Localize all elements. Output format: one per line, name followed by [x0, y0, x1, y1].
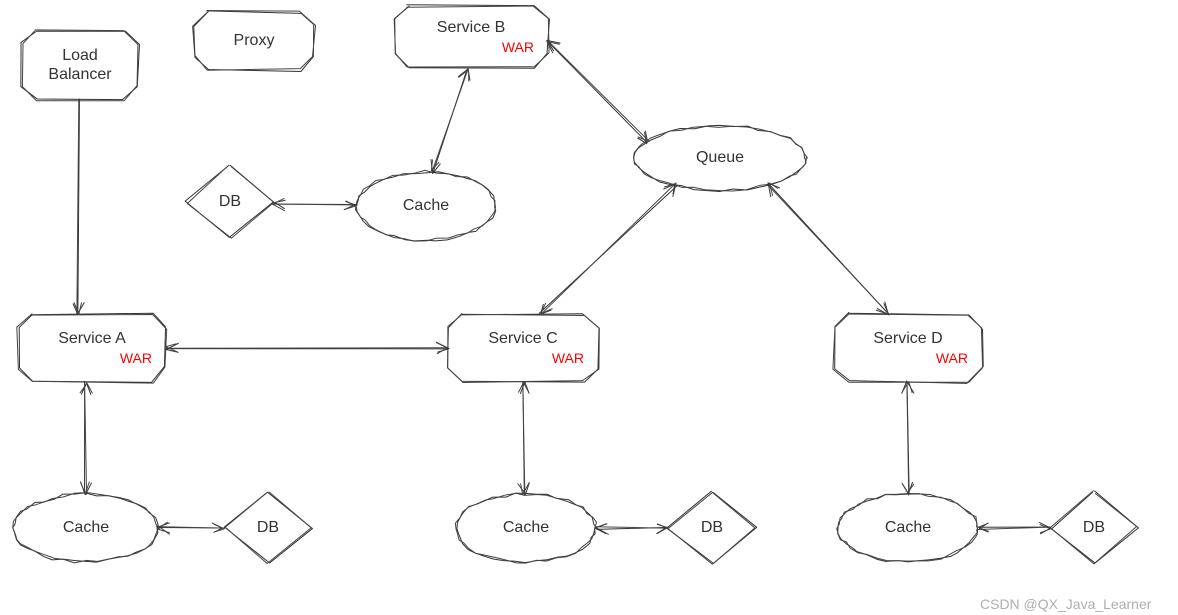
node-db-a: DB: [224, 492, 312, 564]
node-label: Cache: [403, 196, 449, 215]
node-label: Service C: [488, 329, 557, 348]
node-service-b: Service B WAR: [394, 6, 548, 68]
node-label: Service B: [437, 18, 505, 37]
node-service-c: Service C WAR: [448, 314, 598, 382]
node-label: Service D: [873, 329, 942, 348]
node-cache-c: Cache: [456, 494, 596, 562]
node-proxy: Proxy: [194, 12, 314, 70]
node-db-d: DB: [1050, 492, 1138, 564]
node-service-a: Service A WAR: [18, 314, 166, 382]
node-label: DB: [1083, 518, 1105, 537]
node-label: Cache: [63, 518, 109, 537]
node-label: DB: [257, 518, 279, 537]
node-label: Cache: [885, 518, 931, 537]
node-label: Service A: [58, 329, 126, 348]
node-cache-a: Cache: [14, 494, 158, 562]
diagram-canvas: CSDN @QX_Java_Learner Load Balancer Proxy…: [0, 0, 1178, 615]
node-label: Load Balancer: [48, 46, 111, 84]
node-queue: Queue: [634, 126, 806, 190]
node-sublabel: WAR: [936, 350, 982, 367]
node-load-balancer: Load Balancer: [22, 30, 138, 100]
node-db-c: DB: [668, 492, 756, 564]
node-label: Queue: [696, 148, 744, 167]
node-db-top: DB: [186, 166, 274, 238]
node-service-d: Service D WAR: [834, 314, 982, 382]
node-sublabel: WAR: [120, 350, 166, 367]
node-sublabel: WAR: [502, 39, 548, 56]
node-sublabel: WAR: [552, 350, 598, 367]
watermark: CSDN @QX_Java_Learner: [980, 596, 1151, 612]
node-cache-top: Cache: [356, 172, 496, 240]
node-label: Proxy: [234, 31, 275, 50]
node-cache-d: Cache: [838, 494, 978, 562]
node-label: Cache: [503, 518, 549, 537]
node-label: DB: [701, 518, 723, 537]
node-label: DB: [219, 192, 241, 211]
